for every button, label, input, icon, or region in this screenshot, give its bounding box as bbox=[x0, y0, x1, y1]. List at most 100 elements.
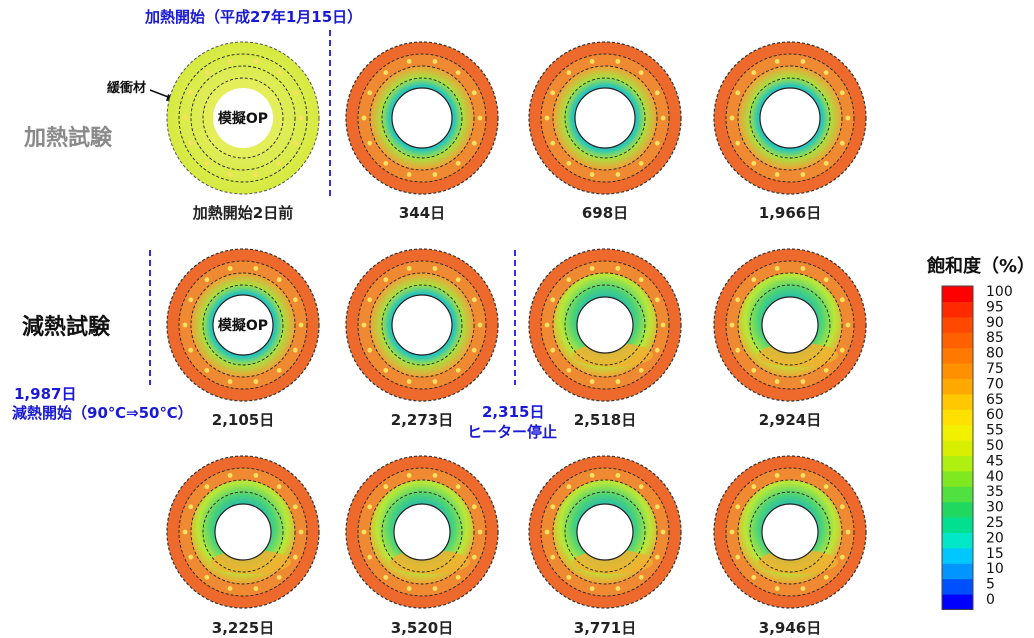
sensor-dot bbox=[432, 586, 438, 591]
sensor-dot bbox=[589, 473, 595, 478]
saturation-panel: 模擬OP 2,105日 bbox=[166, 248, 320, 429]
sensor-dot bbox=[823, 160, 829, 166]
colorbar-segment bbox=[942, 547, 973, 564]
colorbar-segment bbox=[942, 393, 973, 410]
sensor-dot bbox=[550, 140, 556, 146]
dashed-ring bbox=[369, 65, 475, 171]
sensor-dot bbox=[566, 277, 572, 283]
sensor-dot bbox=[406, 473, 412, 478]
colorbar-segment bbox=[942, 301, 973, 318]
sensor-dot bbox=[544, 322, 550, 328]
sensor-dot bbox=[638, 484, 644, 490]
sensor-dot bbox=[455, 574, 461, 580]
sensor-dot bbox=[774, 379, 780, 384]
sensor-dot bbox=[638, 574, 644, 580]
sensor-dot bbox=[182, 529, 188, 535]
colorbar-segment bbox=[942, 363, 973, 379]
sensor-dot bbox=[188, 347, 194, 353]
colorbar-segment bbox=[942, 316, 973, 333]
sensor-dot bbox=[227, 59, 233, 64]
overpack-hole bbox=[214, 503, 272, 561]
dashed-ring bbox=[725, 467, 855, 597]
sensor-dot bbox=[566, 70, 572, 76]
sensor-dot bbox=[800, 473, 806, 478]
dashed-ring bbox=[202, 77, 284, 159]
sensor-dot bbox=[566, 160, 572, 166]
overpack-hole bbox=[576, 503, 634, 561]
colorbar-segment bbox=[942, 455, 973, 472]
saturation-panel: 3,225日 bbox=[166, 455, 320, 637]
sensor-dot bbox=[383, 160, 389, 166]
sensor-dot bbox=[823, 484, 829, 490]
sensor-dot bbox=[729, 529, 735, 535]
heater-stop-text: ヒーター停止 bbox=[467, 423, 557, 441]
dashed-ring bbox=[552, 272, 658, 378]
sensor-dot bbox=[298, 322, 304, 328]
cooling-start-text: 減熱開始（90℃⇒50℃） bbox=[12, 404, 193, 422]
sensor-dot bbox=[406, 59, 412, 64]
sensor-dot bbox=[276, 160, 282, 166]
mock-op-label: 模擬OP bbox=[218, 317, 268, 334]
sensor-dot bbox=[204, 70, 210, 76]
sensor-dot bbox=[367, 140, 373, 146]
dashed-ring bbox=[552, 479, 658, 585]
sensor-dot bbox=[204, 277, 210, 283]
sensor-dot bbox=[361, 115, 367, 121]
sensor-dot bbox=[615, 379, 621, 384]
dashed-ring bbox=[202, 491, 284, 573]
colorbar-tick: 20 bbox=[986, 530, 1004, 546]
overpack-hole bbox=[391, 87, 453, 149]
sensor-dot bbox=[292, 90, 298, 96]
sensor-dot bbox=[774, 473, 780, 478]
sensor-dot bbox=[735, 90, 741, 96]
sensor-dot bbox=[589, 586, 595, 591]
sensor-dot bbox=[566, 484, 572, 490]
sensor-dot bbox=[292, 347, 298, 353]
overpack-hole bbox=[212, 294, 274, 356]
sensor-dot bbox=[227, 473, 233, 478]
heater-stop-day: 2,315日 bbox=[482, 403, 544, 421]
sensor-dot bbox=[550, 297, 556, 303]
sensor-dot bbox=[800, 266, 806, 271]
sensor-dot bbox=[638, 367, 644, 373]
dashed-ring bbox=[202, 284, 284, 366]
colorbar-tick: 15 bbox=[986, 546, 1004, 562]
overpack-hole bbox=[393, 503, 451, 561]
sensor-dot bbox=[845, 529, 851, 535]
sensor-dot bbox=[276, 574, 282, 580]
sensor-dot bbox=[361, 529, 367, 535]
dashed-ring bbox=[540, 260, 670, 390]
colorbar-segment bbox=[942, 440, 973, 456]
sensor-dot bbox=[253, 266, 259, 271]
panel-label: 3,520日 bbox=[391, 619, 453, 637]
sensor-dot bbox=[660, 529, 666, 535]
dashed-ring bbox=[564, 491, 646, 573]
colorbar-tick: 75 bbox=[986, 361, 1004, 377]
colorbar-segment bbox=[942, 486, 973, 503]
sensor-dot bbox=[471, 554, 477, 560]
dashed-ring bbox=[369, 272, 475, 378]
dashed-ring bbox=[749, 491, 831, 573]
sensor-dot bbox=[188, 554, 194, 560]
colorbar-segment bbox=[942, 563, 973, 580]
saturation-panel: 3,946日 bbox=[713, 455, 867, 637]
dashed-ring bbox=[381, 491, 463, 573]
sensor-dot bbox=[589, 379, 595, 384]
colorbar-segment bbox=[942, 424, 973, 441]
sensor-dot bbox=[188, 90, 194, 96]
sensor-dot bbox=[729, 115, 735, 121]
sensor-dot bbox=[751, 574, 757, 580]
dashed-ring bbox=[737, 65, 843, 171]
saturation-panel: 698日 bbox=[528, 41, 682, 222]
sensor-dot bbox=[550, 554, 556, 560]
colorbar-segment bbox=[942, 409, 973, 426]
sensor-dot bbox=[471, 347, 477, 353]
buffer-label: 緩衝材 bbox=[107, 80, 146, 96]
colorbar-tick: 65 bbox=[986, 392, 1004, 408]
sensor-dot bbox=[406, 586, 412, 591]
colorbar-segment bbox=[942, 532, 973, 549]
sensor-dot bbox=[845, 322, 851, 328]
dashed-ring bbox=[564, 284, 646, 366]
sensor-dot bbox=[471, 297, 477, 303]
sensor-dot bbox=[845, 115, 851, 121]
